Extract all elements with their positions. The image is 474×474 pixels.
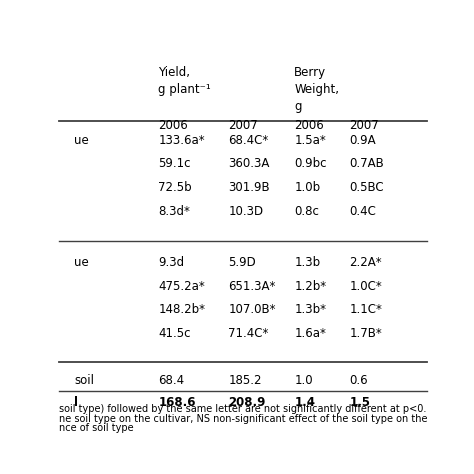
Text: 1.3b*: 1.3b* [294,303,327,316]
Text: 2007: 2007 [349,119,379,132]
Text: 133.6a*: 133.6a* [158,134,205,146]
Text: 0.4C: 0.4C [349,205,376,218]
Text: 10.3D: 10.3D [228,205,264,218]
Text: 1.0C*: 1.0C* [349,280,382,292]
Text: 72.5b: 72.5b [158,181,192,194]
Text: g: g [294,100,302,113]
Text: 68.4C*: 68.4C* [228,134,268,146]
Text: 1.4: 1.4 [294,396,315,410]
Text: 0.9A: 0.9A [349,134,376,146]
Text: soil type) followed by the same letter are not significantly different at p<0.: soil type) followed by the same letter a… [59,404,427,414]
Text: nce of soil type: nce of soil type [59,423,134,433]
Text: 0.7AB: 0.7AB [349,157,384,170]
Text: 68.4: 68.4 [158,374,184,387]
Text: ue: ue [74,134,89,146]
Text: Weight,: Weight, [294,83,339,96]
Text: 71.4C*: 71.4C* [228,327,269,340]
Text: 1.5a*: 1.5a* [294,134,326,146]
Text: 168.6: 168.6 [158,396,196,410]
Text: 5.9D: 5.9D [228,256,256,269]
Text: 2006: 2006 [294,119,324,132]
Text: 107.0B*: 107.0B* [228,303,276,316]
Text: 2007: 2007 [228,119,258,132]
Text: 9.3d: 9.3d [158,256,184,269]
Text: 475.2a*: 475.2a* [158,280,205,292]
Text: 0.6: 0.6 [349,374,368,387]
Text: 59.1c: 59.1c [158,157,191,170]
Text: 2006: 2006 [158,119,188,132]
Text: 1.0: 1.0 [294,374,313,387]
Text: 0.9bc: 0.9bc [294,157,327,170]
Text: l: l [74,396,78,410]
Text: 1.5: 1.5 [349,396,371,410]
Text: ue: ue [74,256,89,269]
Text: 1.7B*: 1.7B* [349,327,382,340]
Text: 0.5BC: 0.5BC [349,181,384,194]
Text: 1.1C*: 1.1C* [349,303,383,316]
Text: 360.3A: 360.3A [228,157,270,170]
Text: 301.9B: 301.9B [228,181,270,194]
Text: 41.5c: 41.5c [158,327,191,340]
Text: g plant⁻¹: g plant⁻¹ [158,83,211,96]
Text: Berry: Berry [294,66,327,79]
Text: ne soil type on the cultivar, NS non-significant effect of the soil type on the: ne soil type on the cultivar, NS non-sig… [59,414,428,424]
Text: Yield,: Yield, [158,66,191,79]
Text: 651.3A*: 651.3A* [228,280,275,292]
Text: 185.2: 185.2 [228,374,262,387]
Text: 208.9: 208.9 [228,396,265,410]
Text: 1.3b: 1.3b [294,256,320,269]
Text: 148.2b*: 148.2b* [158,303,205,316]
Text: 0.8c: 0.8c [294,205,319,218]
Text: 1.2b*: 1.2b* [294,280,327,292]
Text: 1.6a*: 1.6a* [294,327,326,340]
Text: 1.0b: 1.0b [294,181,320,194]
Text: 8.3d*: 8.3d* [158,205,190,218]
Text: 2.2A*: 2.2A* [349,256,382,269]
Text: soil: soil [74,374,94,387]
